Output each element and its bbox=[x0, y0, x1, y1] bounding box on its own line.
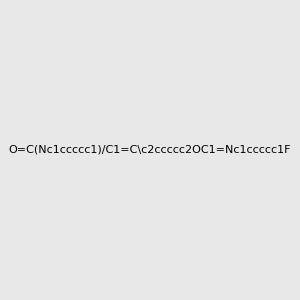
Text: O=C(Nc1ccccc1)/C1=C\c2ccccc2OC1=Nc1ccccc1F: O=C(Nc1ccccc1)/C1=C\c2ccccc2OC1=Nc1ccccc… bbox=[9, 145, 291, 155]
